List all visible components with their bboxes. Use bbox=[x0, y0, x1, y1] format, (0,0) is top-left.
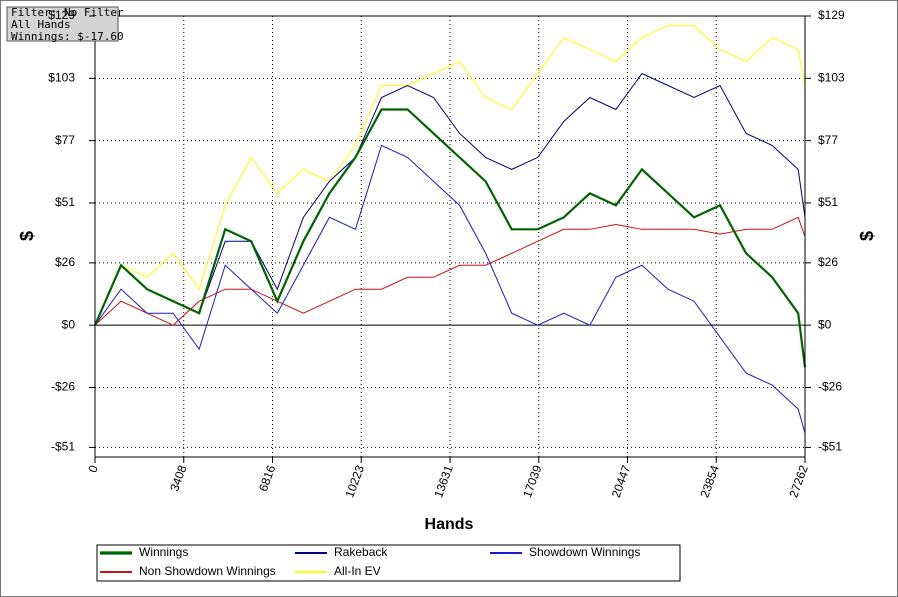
legend-label: All-In EV bbox=[334, 564, 381, 578]
x-tick-label: 0 bbox=[85, 463, 101, 474]
y-tick-label: $103 bbox=[48, 70, 75, 84]
y-tick-label: -$26 bbox=[51, 380, 75, 394]
y2-tick-label: $103 bbox=[818, 70, 845, 84]
y2-tick-label: $26 bbox=[818, 255, 838, 269]
legend-label: Non Showdown Winnings bbox=[139, 564, 276, 578]
x-axis-title: Hands bbox=[425, 516, 474, 533]
series-line bbox=[94, 72, 806, 326]
legend-label: Rakeback bbox=[334, 545, 388, 559]
y-axis-title: $ bbox=[17, 231, 37, 241]
filter-text: All Hands bbox=[11, 18, 71, 31]
y2-tick-label: -$26 bbox=[818, 380, 842, 394]
y2-tick-label: $51 bbox=[818, 195, 838, 209]
filter-text: Winnings: $-17.60 bbox=[11, 30, 124, 43]
series-line bbox=[94, 144, 806, 434]
y2-tick-label: -$51 bbox=[818, 440, 842, 454]
y2-axis-title: $ bbox=[857, 231, 877, 241]
y2-tick-label: $0 bbox=[818, 317, 832, 331]
series-line bbox=[94, 25, 806, 326]
y2-tick-label: $77 bbox=[818, 133, 838, 147]
legend-label: Showdown Winnings bbox=[529, 545, 640, 559]
y-tick-label: $51 bbox=[55, 195, 75, 209]
y-tick-label: $0 bbox=[62, 317, 76, 331]
legend bbox=[96, 544, 681, 582]
y-tick-label: $26 bbox=[55, 255, 75, 269]
filter-box bbox=[6, 6, 119, 42]
filter-text: Filter: No Filter bbox=[11, 6, 124, 19]
y2-tick-label: $129 bbox=[818, 8, 845, 22]
series-line bbox=[93, 108, 807, 368]
legend-label: Winnings bbox=[139, 545, 188, 559]
y-tick-label: $77 bbox=[55, 133, 75, 147]
y-tick-label: $129 bbox=[48, 8, 75, 22]
y-tick-label: -$51 bbox=[51, 440, 75, 454]
